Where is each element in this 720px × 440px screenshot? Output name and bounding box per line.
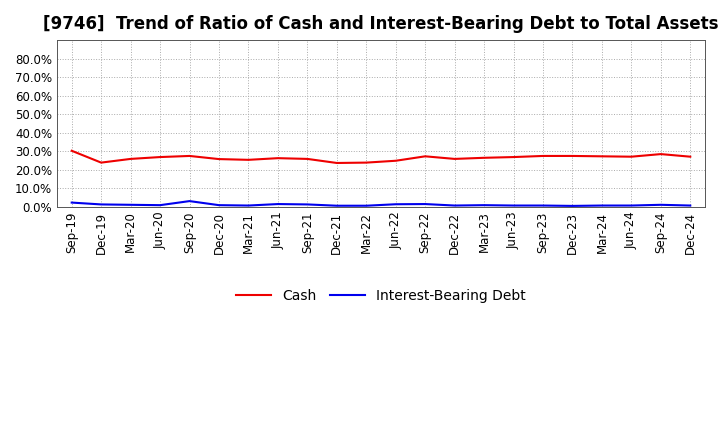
Cash (627, 154, 636, 159)
Interest-Bearing Debt (509, 203, 518, 208)
Interest-Bearing Debt (450, 203, 459, 208)
Interest-Bearing Debt (156, 202, 164, 208)
Interest-Bearing Debt (392, 202, 400, 207)
Interest-Bearing Debt (215, 202, 223, 208)
Cash (568, 153, 577, 158)
Cash (185, 153, 194, 158)
Cash (68, 148, 76, 154)
Line: Interest-Bearing Debt: Interest-Bearing Debt (72, 201, 690, 206)
Interest-Bearing Debt (598, 203, 606, 208)
Interest-Bearing Debt (362, 203, 371, 209)
Interest-Bearing Debt (539, 203, 547, 208)
Interest-Bearing Debt (657, 202, 665, 207)
Cash (126, 156, 135, 161)
Interest-Bearing Debt (274, 202, 282, 207)
Cash (657, 151, 665, 157)
Interest-Bearing Debt (185, 198, 194, 204)
Cash (303, 156, 312, 161)
Interest-Bearing Debt (244, 203, 253, 208)
Cash (686, 154, 695, 159)
Cash (215, 157, 223, 162)
Interest-Bearing Debt (333, 203, 341, 209)
Legend: Cash, Interest-Bearing Debt: Cash, Interest-Bearing Debt (230, 283, 531, 308)
Interest-Bearing Debt (97, 202, 106, 207)
Interest-Bearing Debt (627, 203, 636, 208)
Title: [9746]  Trend of Ratio of Cash and Interest-Bearing Debt to Total Assets: [9746] Trend of Ratio of Cash and Intere… (43, 15, 719, 33)
Interest-Bearing Debt (303, 202, 312, 207)
Cash (333, 160, 341, 165)
Cash (244, 157, 253, 162)
Interest-Bearing Debt (686, 203, 695, 208)
Line: Cash: Cash (72, 151, 690, 163)
Cash (509, 154, 518, 160)
Interest-Bearing Debt (68, 200, 76, 205)
Cash (156, 154, 164, 160)
Cash (480, 155, 488, 161)
Cash (392, 158, 400, 163)
Interest-Bearing Debt (126, 202, 135, 207)
Cash (539, 153, 547, 158)
Cash (97, 160, 106, 165)
Cash (362, 160, 371, 165)
Cash (274, 155, 282, 161)
Interest-Bearing Debt (568, 203, 577, 209)
Cash (598, 154, 606, 159)
Interest-Bearing Debt (480, 202, 488, 208)
Cash (450, 156, 459, 161)
Cash (421, 154, 430, 159)
Interest-Bearing Debt (421, 202, 430, 207)
